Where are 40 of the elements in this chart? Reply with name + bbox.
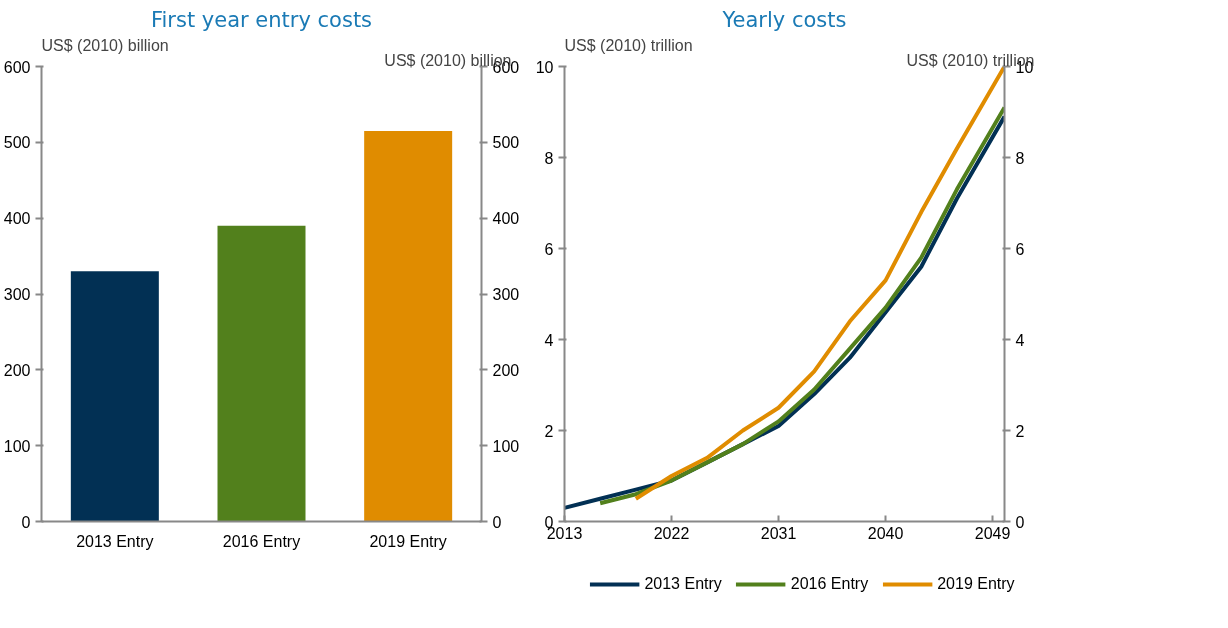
y2-tick-label: 200 [492, 361, 520, 379]
chart-title: First year entry costs [150, 7, 373, 32]
y-tick-label: 600 [3, 58, 31, 76]
legend-label: 2013 Entry [644, 575, 722, 593]
y2-tick-label: 2 [1015, 422, 1025, 440]
bar [70, 271, 159, 522]
x-tick-label: 2031 [760, 524, 797, 542]
x-tick-label: 2016 Entry [222, 532, 301, 550]
y-tick-label: 400 [3, 210, 31, 228]
y2-tick-label: 0 [492, 513, 502, 531]
y-tick-label: 4 [544, 331, 554, 349]
y2-tick-label: 6 [1015, 240, 1025, 258]
x-tick-label: 2040 [867, 524, 904, 542]
x-tick-label: 2049 [974, 524, 1011, 542]
y-tick-label: 2 [544, 422, 554, 440]
x-tick-label: 2022 [653, 524, 690, 542]
y2-tick-label: 300 [492, 286, 520, 303]
y-tick-label: 8 [544, 149, 554, 167]
y-tick-label: 100 [3, 437, 31, 455]
y-tick-label: 10 [535, 58, 554, 76]
x-tick-label: 2019 Entry [369, 532, 447, 550]
y2-tick-label: 4 [1015, 331, 1025, 349]
chart-title: Yearly costs [721, 7, 847, 32]
y2-tick-label: 100 [492, 437, 520, 455]
legend-label: 2016 Entry [790, 575, 869, 593]
y2-tick-label: 0 [1015, 513, 1025, 531]
legend-label: 2019 Entry [937, 575, 1015, 593]
y-tick-label: 500 [3, 134, 31, 152]
bar [364, 130, 453, 522]
y-tick-label: 0 [21, 513, 31, 531]
bar [217, 225, 306, 522]
y-tick-label: 300 [3, 286, 31, 303]
y2-tick-label: 500 [492, 134, 520, 152]
y-axis-title: US$ (2010) billion [41, 36, 169, 54]
x-tick-label: 2013 Entry [76, 532, 154, 550]
y-axis-title: US$ (2010) trillion [564, 36, 693, 54]
y-tick-label: 200 [3, 361, 31, 379]
y2-tick-label: 400 [492, 210, 520, 228]
y2-tick-label: 8 [1015, 149, 1025, 167]
y-tick-label: 6 [544, 240, 554, 258]
